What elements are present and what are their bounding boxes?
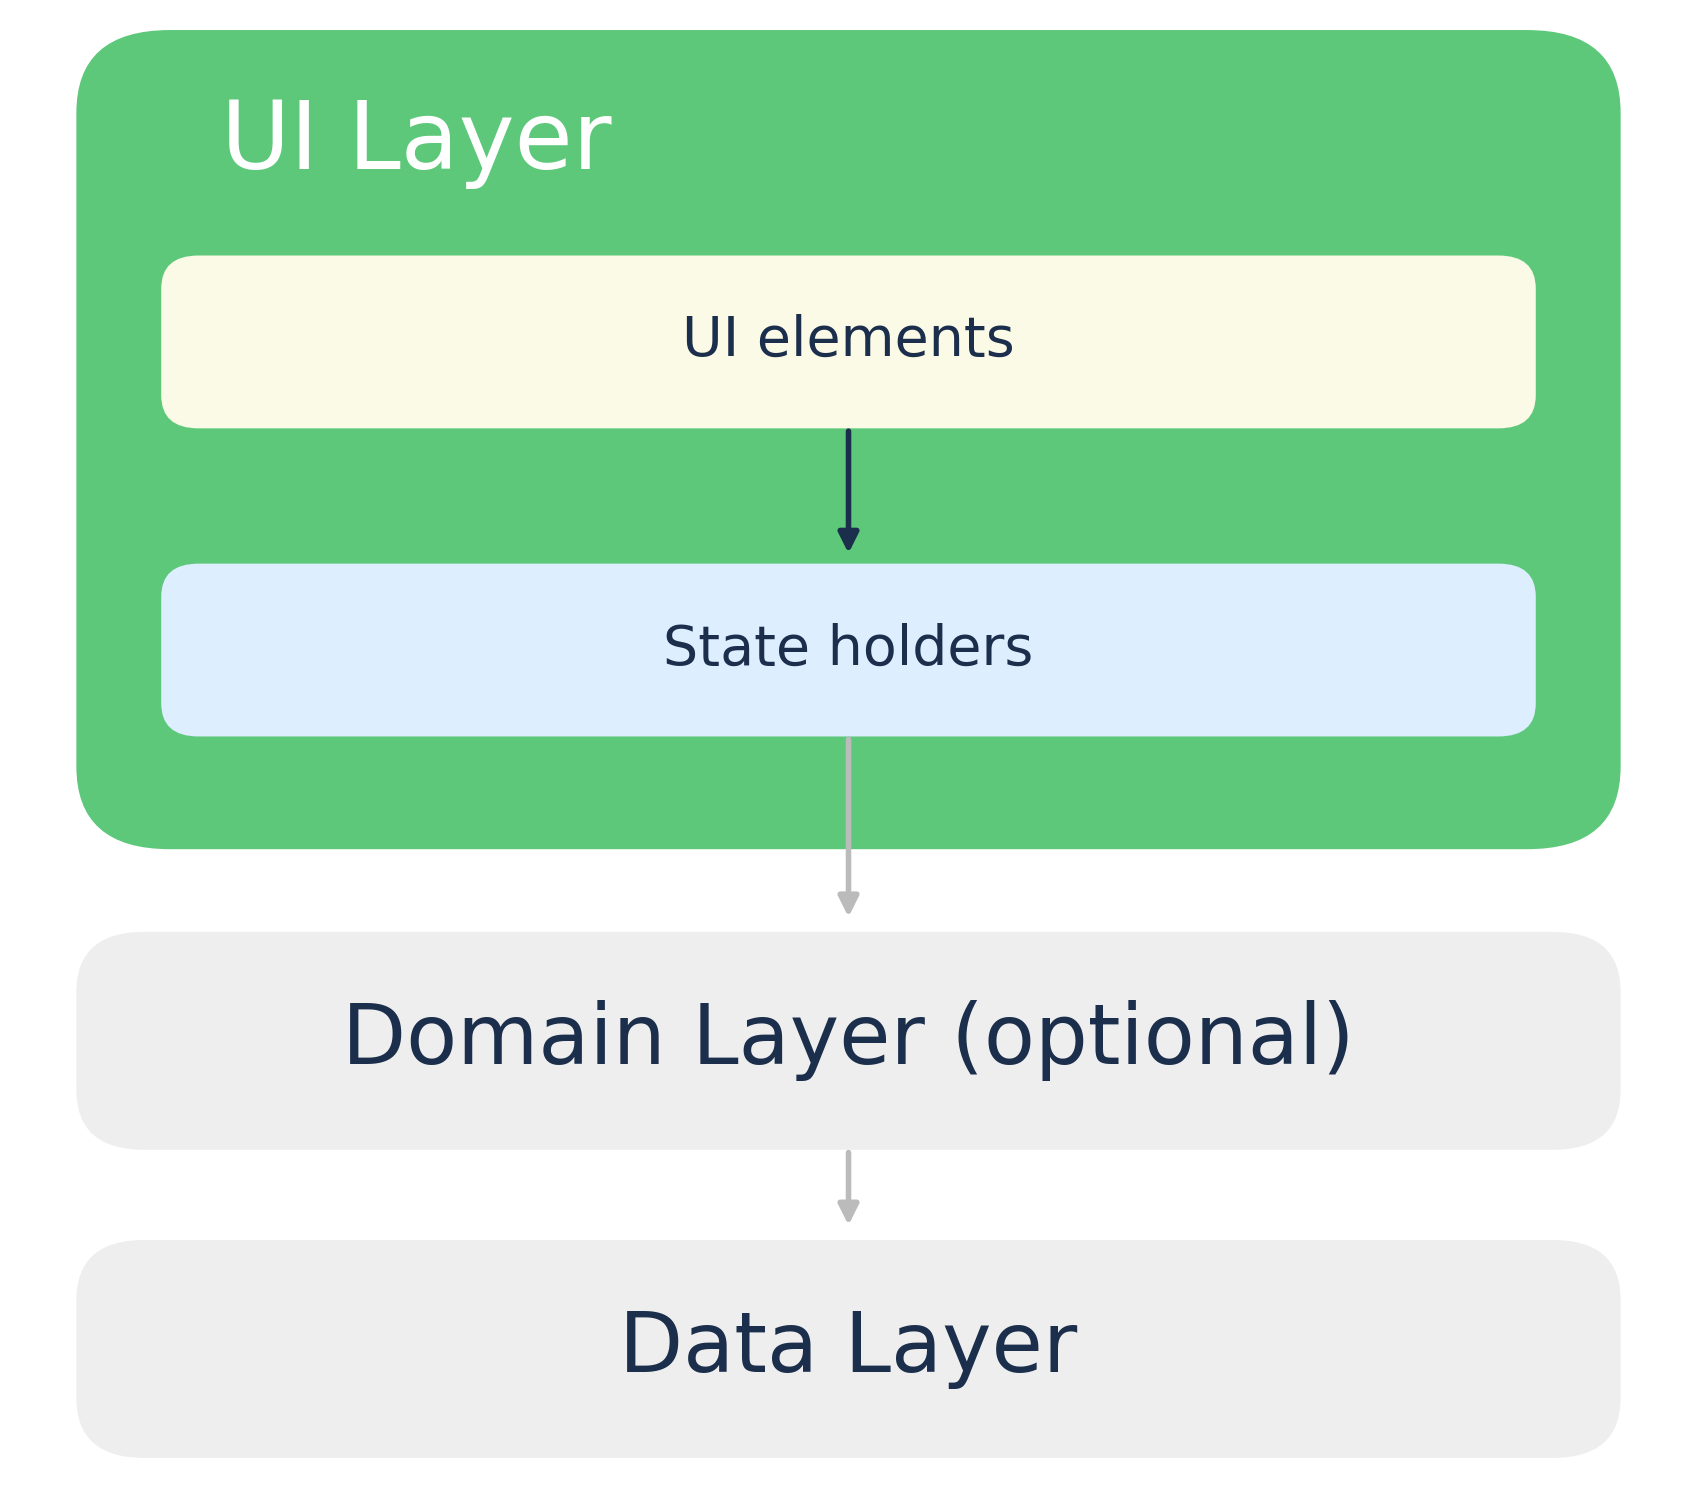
Text: State holders: State holders <box>664 622 1033 676</box>
Text: Data Layer: Data Layer <box>619 1308 1078 1389</box>
Text: UI elements: UI elements <box>682 314 1015 368</box>
FancyBboxPatch shape <box>76 1240 1621 1458</box>
FancyBboxPatch shape <box>76 30 1621 849</box>
FancyBboxPatch shape <box>161 564 1536 736</box>
Text: Domain Layer (optional): Domain Layer (optional) <box>343 999 1354 1081</box>
FancyBboxPatch shape <box>161 256 1536 428</box>
Text: UI Layer: UI Layer <box>221 96 611 189</box>
FancyBboxPatch shape <box>76 932 1621 1150</box>
